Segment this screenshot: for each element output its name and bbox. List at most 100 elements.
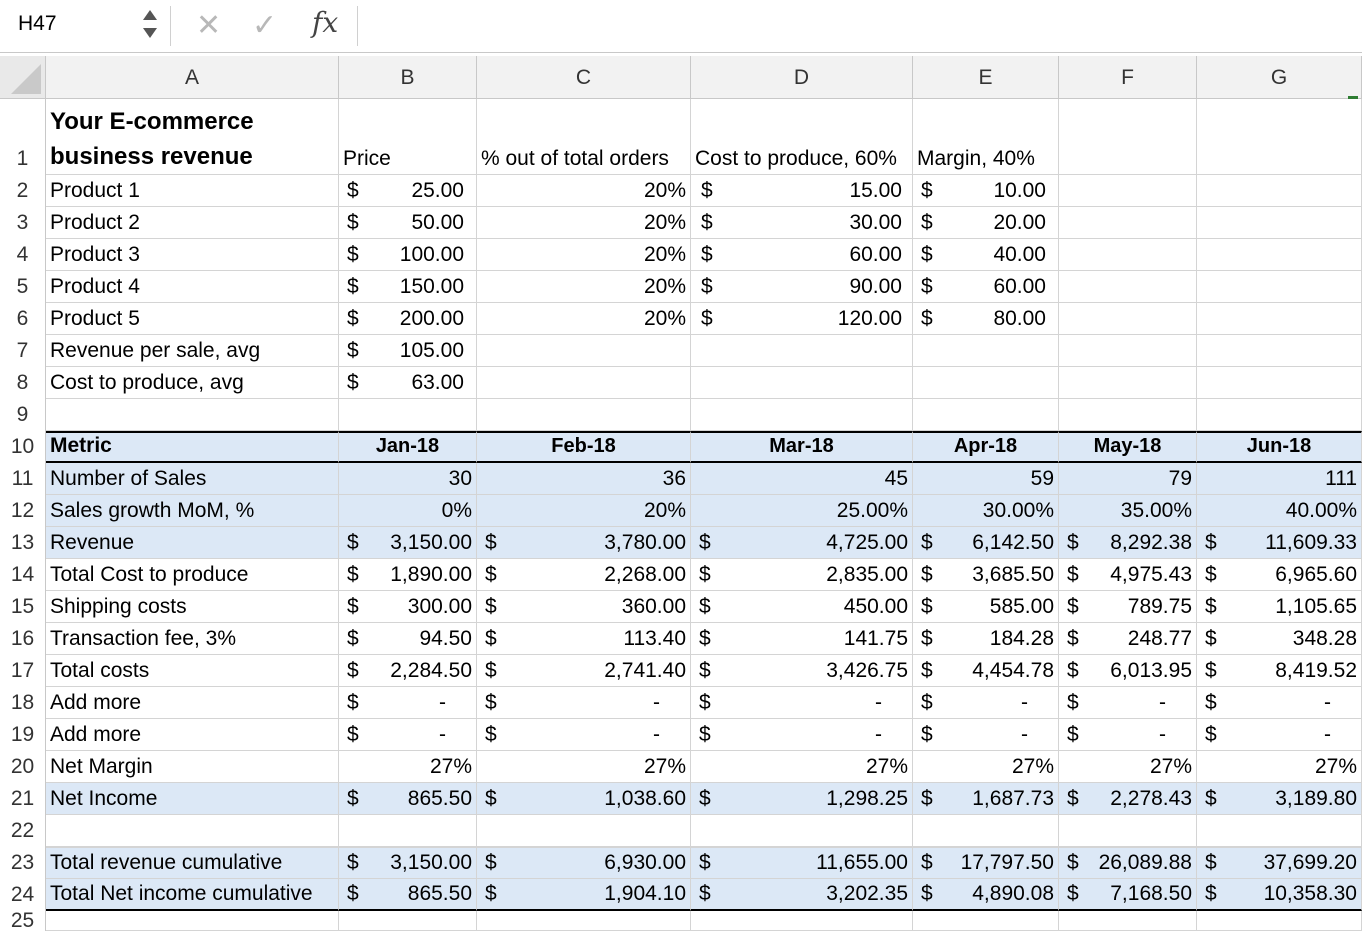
cell-D12[interactable]: 25.00% <box>691 495 913 527</box>
cell-F13[interactable]: $8,292.38 <box>1059 527 1197 559</box>
cell-B19[interactable]: $ - <box>339 719 477 751</box>
row-header[interactable]: 6 <box>0 303 46 335</box>
cell-G19[interactable]: $ - <box>1197 719 1362 751</box>
cell-D6[interactable]: $120.00 <box>691 303 913 335</box>
cell-B16[interactable]: $94.50 <box>339 623 477 655</box>
cell-D4[interactable]: $60.00 <box>691 239 913 271</box>
name-box-stepper[interactable] <box>141 6 159 44</box>
cell-C12[interactable]: 20% <box>477 495 691 527</box>
cell-A25[interactable] <box>46 911 339 931</box>
cell-C8[interactable] <box>477 367 691 399</box>
cell-B10[interactable]: Jan-18 <box>339 431 477 463</box>
row-header[interactable]: 5 <box>0 271 46 303</box>
cell-D22[interactable] <box>691 815 913 847</box>
cell-G14[interactable]: $6,965.60 <box>1197 559 1362 591</box>
cell-A17[interactable]: Total costs <box>46 655 339 687</box>
cell-E6[interactable]: $80.00 <box>913 303 1059 335</box>
cell-B9[interactable] <box>339 399 477 431</box>
cell-E1[interactable]: Margin, 40% <box>913 99 1059 175</box>
cell-A9[interactable] <box>46 399 339 431</box>
cell-B6[interactable]: $200.00 <box>339 303 477 335</box>
cell-E11[interactable]: 59 <box>913 463 1059 495</box>
cell-B3[interactable]: $50.00 <box>339 207 477 239</box>
cell-C23[interactable]: $6,930.00 <box>477 847 691 879</box>
row-header[interactable]: 1 <box>0 99 46 175</box>
cell-G7[interactable] <box>1197 335 1362 367</box>
cell-A6[interactable]: Product 5 <box>46 303 339 335</box>
cell-B20[interactable]: 27% <box>339 751 477 783</box>
row-header[interactable]: 3 <box>0 207 46 239</box>
cell-D15[interactable]: $450.00 <box>691 591 913 623</box>
column-header[interactable]: E <box>913 56 1059 99</box>
cell-A18[interactable]: Add more <box>46 687 339 719</box>
name-box[interactable]: H47 <box>18 12 57 35</box>
cell-C22[interactable] <box>477 815 691 847</box>
confirm-icon[interactable]: ✓ <box>252 9 278 42</box>
cell-G25[interactable] <box>1197 911 1362 931</box>
cell-E16[interactable]: $184.28 <box>913 623 1059 655</box>
cell-G9[interactable] <box>1197 399 1362 431</box>
cell-G22[interactable] <box>1197 815 1362 847</box>
row-header[interactable]: 13 <box>0 527 46 559</box>
cell-F24[interactable]: $7,168.50 <box>1059 879 1197 911</box>
cell-B4[interactable]: $100.00 <box>339 239 477 271</box>
cell-D7[interactable] <box>691 335 913 367</box>
cell-A1[interactable]: Your E-commerce business revenue <box>46 99 339 175</box>
cell-C4[interactable]: 20% <box>477 239 691 271</box>
cell-G10[interactable]: Jun-18 <box>1197 431 1362 463</box>
cell-E7[interactable] <box>913 335 1059 367</box>
cell-F9[interactable] <box>1059 399 1197 431</box>
cell-G21[interactable]: $3,189.80 <box>1197 783 1362 815</box>
cell-A3[interactable]: Product 2 <box>46 207 339 239</box>
cell-G4[interactable] <box>1197 239 1362 271</box>
cell-F7[interactable] <box>1059 335 1197 367</box>
cell-D11[interactable]: 45 <box>691 463 913 495</box>
row-header[interactable]: 2 <box>0 175 46 207</box>
cell-C20[interactable]: 27% <box>477 751 691 783</box>
cell-B8[interactable]: $63.00 <box>339 367 477 399</box>
cell-F20[interactable]: 27% <box>1059 751 1197 783</box>
cell-D10[interactable]: Mar-18 <box>691 431 913 463</box>
cell-D18[interactable]: $ - <box>691 687 913 719</box>
cell-A8[interactable]: Cost to produce, avg <box>46 367 339 399</box>
cell-G3[interactable] <box>1197 207 1362 239</box>
cell-A2[interactable]: Product 1 <box>46 175 339 207</box>
cell-A14[interactable]: Total Cost to produce <box>46 559 339 591</box>
column-header[interactable]: C <box>477 56 691 99</box>
cell-E4[interactable]: $40.00 <box>913 239 1059 271</box>
cell-G8[interactable] <box>1197 367 1362 399</box>
cell-A23[interactable]: Total revenue cumulative <box>46 847 339 879</box>
row-header[interactable]: 16 <box>0 623 46 655</box>
cell-A13[interactable]: Revenue <box>46 527 339 559</box>
cell-B11[interactable]: 30 <box>339 463 477 495</box>
row-header[interactable]: 7 <box>0 335 46 367</box>
cell-F18[interactable]: $ - <box>1059 687 1197 719</box>
cell-D13[interactable]: $4,725.00 <box>691 527 913 559</box>
cell-C19[interactable]: $ - <box>477 719 691 751</box>
cell-B5[interactable]: $150.00 <box>339 271 477 303</box>
row-header[interactable]: 4 <box>0 239 46 271</box>
cell-C17[interactable]: $2,741.40 <box>477 655 691 687</box>
cell-B22[interactable] <box>339 815 477 847</box>
cell-F22[interactable] <box>1059 815 1197 847</box>
cell-F25[interactable] <box>1059 911 1197 931</box>
cell-A11[interactable]: Number of Sales <box>46 463 339 495</box>
cell-C6[interactable]: 20% <box>477 303 691 335</box>
row-header[interactable]: 10 <box>0 431 46 463</box>
cell-G2[interactable] <box>1197 175 1362 207</box>
cell-D16[interactable]: $141.75 <box>691 623 913 655</box>
cell-F21[interactable]: $2,278.43 <box>1059 783 1197 815</box>
column-header[interactable]: D <box>691 56 913 99</box>
cell-F15[interactable]: $789.75 <box>1059 591 1197 623</box>
cell-A16[interactable]: Transaction fee, 3% <box>46 623 339 655</box>
cell-G11[interactable]: 111 <box>1197 463 1362 495</box>
cell-F2[interactable] <box>1059 175 1197 207</box>
cell-E14[interactable]: $3,685.50 <box>913 559 1059 591</box>
cell-B7[interactable]: $105.00 <box>339 335 477 367</box>
function-icon[interactable]: fx <box>312 6 339 39</box>
cell-F5[interactable] <box>1059 271 1197 303</box>
cell-D14[interactable]: $2,835.00 <box>691 559 913 591</box>
cell-G23[interactable]: $37,699.20 <box>1197 847 1362 879</box>
cell-E21[interactable]: $1,687.73 <box>913 783 1059 815</box>
cell-D2[interactable]: $15.00 <box>691 175 913 207</box>
